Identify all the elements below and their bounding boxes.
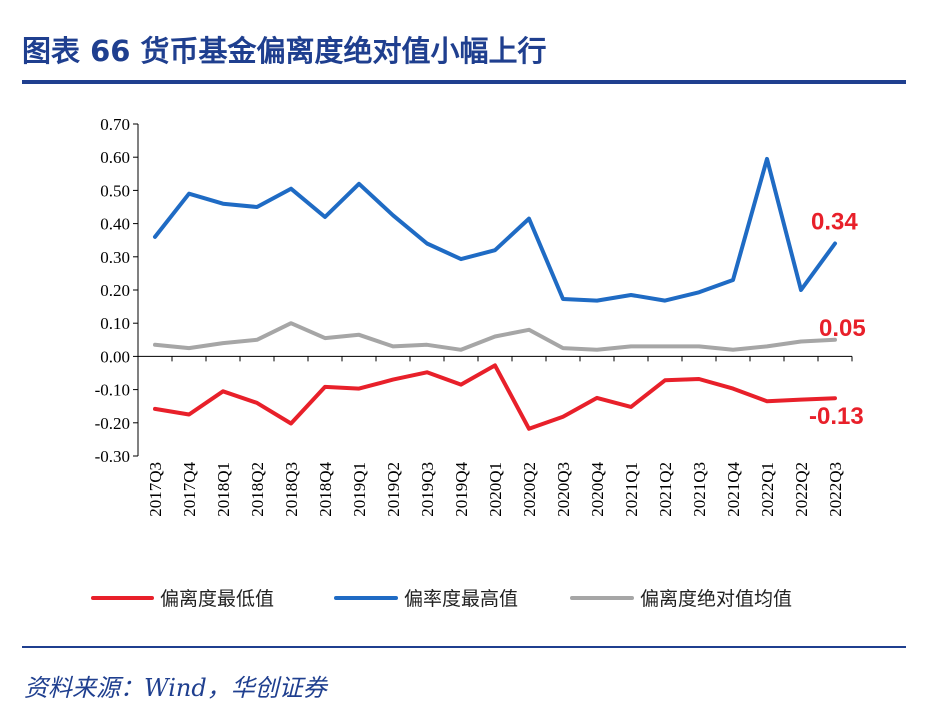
x-tick-label: 2020Q1: [486, 462, 505, 517]
x-tick-label: 2019Q3: [418, 462, 437, 517]
data-label: -0.13: [809, 403, 864, 430]
chart-legend: 偏离度最低值 偏率度最高值 偏离度绝对值均值: [91, 588, 792, 610]
y-tick-label: 0.70: [100, 115, 130, 134]
x-tick-label: 2019Q1: [350, 462, 369, 517]
x-tick-label: 2018Q1: [214, 462, 233, 517]
x-tick-label: 2022Q2: [792, 462, 811, 517]
y-tick-label: 0.00: [100, 347, 130, 366]
figure-title: 图表 66 货币基金偏离度绝对值小幅上行: [22, 34, 547, 68]
data-label: 0.05: [819, 315, 866, 342]
x-tick-label: 2019Q4: [452, 462, 471, 517]
data-label: 0.34: [811, 209, 858, 236]
y-tick-label: 0.10: [100, 314, 130, 333]
x-tick-label: 2021Q2: [656, 462, 675, 517]
x-tick-label: 2019Q2: [384, 462, 403, 517]
series-line: [153, 156, 837, 303]
source-note: 资料来源：Wind，华创证券: [24, 674, 327, 702]
x-tick-label: 2021Q3: [690, 462, 709, 517]
bottom-divider: [22, 646, 906, 648]
legend-label: 偏离度最低值: [160, 588, 274, 610]
legend-label: 偏率度最高值: [404, 588, 518, 610]
x-tick-label: 2020Q2: [520, 462, 539, 517]
y-tick-label: 0.40: [100, 215, 130, 234]
x-tick-label: 2020Q3: [554, 462, 573, 517]
x-tick-label: 2021Q4: [724, 462, 743, 517]
x-tick-label: 2022Q3: [826, 462, 845, 517]
x-tick-label: 2018Q2: [248, 462, 267, 517]
y-tick-label: 0.30: [100, 248, 130, 267]
top-divider: [22, 80, 906, 84]
x-tick-label: 2022Q1: [758, 462, 777, 517]
chart-axes: 0.70 0.60 0.50 0.40 0.30 0.20 0.10 0.00 -0.10 -0.…: [95, 115, 853, 517]
y-tick-label: 0.20: [100, 281, 130, 300]
y-tick-label: -0.30: [95, 447, 130, 466]
x-tick-label: 2017Q3: [146, 462, 165, 517]
y-tick-label: -0.20: [95, 414, 130, 433]
series-line: [153, 321, 837, 352]
chart-annotations: 0.34 0.05 -0.13: [809, 209, 866, 431]
x-tick-label: 2018Q3: [282, 462, 301, 517]
x-tick-label: 2020Q4: [588, 462, 607, 517]
x-tick-label: 2021Q1: [622, 462, 641, 517]
x-tick-label: 2018Q4: [316, 462, 335, 517]
y-tick-label: 0.60: [100, 148, 130, 167]
series-line: [153, 363, 837, 431]
chart-series-lines: [153, 156, 837, 431]
legend-label: 偏离度绝对值均值: [640, 588, 792, 610]
x-tick-label: 2017Q4: [180, 462, 199, 517]
y-tick-label: -0.10: [95, 381, 130, 400]
y-tick-label: 0.50: [100, 181, 130, 200]
